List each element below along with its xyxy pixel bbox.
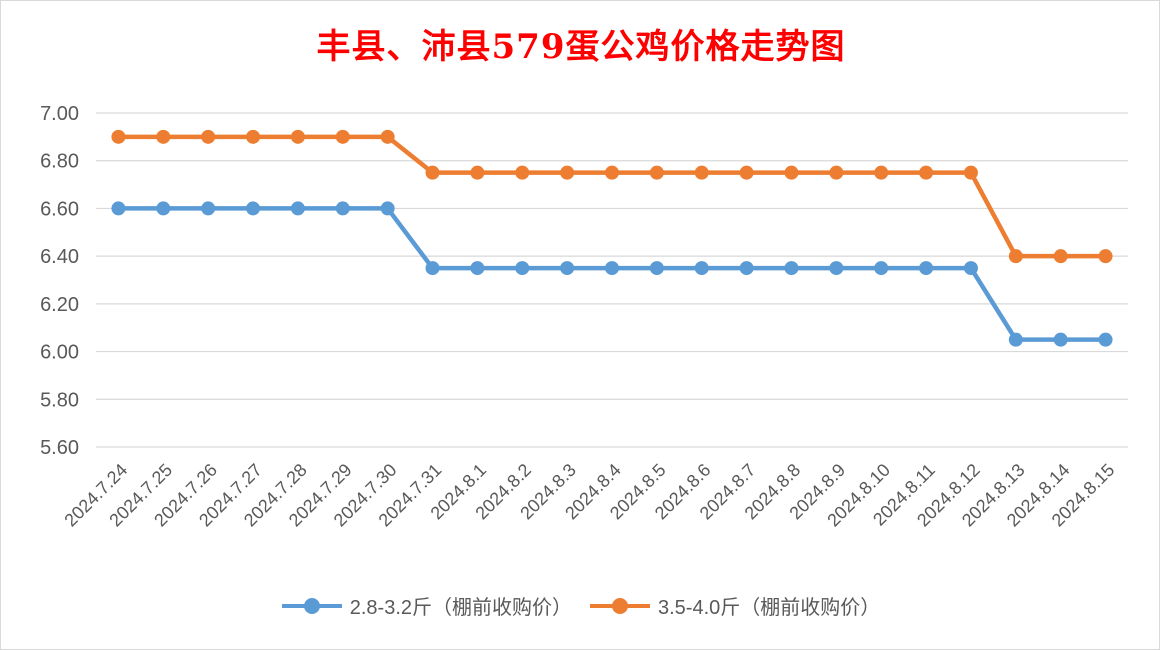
data-point-series-1 bbox=[515, 261, 530, 276]
y-tick-label: 6.00 bbox=[40, 342, 79, 364]
data-point-series-2 bbox=[246, 129, 261, 144]
data-point-series-2 bbox=[156, 129, 171, 144]
data-point-series-2 bbox=[380, 129, 395, 144]
data-point-series-2 bbox=[425, 165, 440, 180]
data-point-series-2 bbox=[1008, 249, 1023, 264]
y-tick-label: 5.80 bbox=[40, 389, 79, 411]
data-point-series-2 bbox=[963, 165, 978, 180]
y-tick-label: 5.60 bbox=[40, 437, 79, 459]
data-point-series-2 bbox=[560, 165, 575, 180]
data-point-series-2 bbox=[1098, 249, 1113, 264]
data-point-series-2 bbox=[739, 165, 754, 180]
data-point-series-1 bbox=[380, 201, 395, 216]
data-point-series-2 bbox=[1053, 249, 1068, 264]
y-tick-label: 6.80 bbox=[40, 151, 79, 173]
data-point-series-1 bbox=[425, 261, 440, 276]
legend-label-series-1: 2.8-3.2斤（棚前收购价） bbox=[349, 597, 572, 619]
data-point-series-2 bbox=[515, 165, 530, 180]
legend-swatch-series-1 bbox=[281, 597, 342, 614]
data-point-series-1 bbox=[739, 261, 754, 276]
series-line-2 bbox=[116, 134, 1108, 259]
data-point-series-2 bbox=[111, 129, 126, 144]
data-point-series-2 bbox=[290, 129, 305, 144]
data-point-series-1 bbox=[784, 261, 799, 276]
data-point-series-1 bbox=[470, 261, 485, 276]
data-point-series-1 bbox=[560, 261, 575, 276]
data-point-series-1 bbox=[919, 261, 934, 276]
chart-title: 丰县、沛县579蛋公鸡价格走势图 bbox=[316, 27, 846, 67]
data-point-series-1 bbox=[874, 261, 889, 276]
data-point-series-2 bbox=[829, 165, 844, 180]
data-point-series-1 bbox=[156, 201, 171, 216]
data-point-series-2 bbox=[470, 165, 485, 180]
y-tick-label: 6.60 bbox=[40, 198, 79, 220]
data-point-series-1 bbox=[1098, 332, 1113, 347]
data-point-series-1 bbox=[335, 201, 350, 216]
data-point-series-2 bbox=[694, 165, 709, 180]
data-point-series-1 bbox=[290, 201, 305, 216]
data-point-series-1 bbox=[111, 201, 126, 216]
legend: 2.8-3.2斤（棚前收购价） 3.5-4.0斤（棚前收购价） bbox=[1, 591, 1160, 620]
data-point-series-2 bbox=[874, 165, 889, 180]
y-tick-label: 7.00 bbox=[40, 103, 79, 125]
data-point-series-1 bbox=[201, 201, 216, 216]
legend-label-series-2: 3.5-4.0斤（棚前收购价） bbox=[658, 597, 881, 619]
data-point-series-2 bbox=[201, 129, 216, 144]
data-point-series-1 bbox=[246, 201, 261, 216]
data-point-series-1 bbox=[649, 261, 664, 276]
data-point-series-2 bbox=[784, 165, 799, 180]
data-point-series-1 bbox=[1053, 332, 1068, 347]
data-point-series-1 bbox=[694, 261, 709, 276]
data-point-series-1 bbox=[829, 261, 844, 276]
data-point-series-2 bbox=[649, 165, 664, 180]
data-point-series-2 bbox=[605, 165, 619, 180]
data-point-series-2 bbox=[335, 129, 350, 144]
legend-item-series-1: 2.8-3.2斤（棚前收购价） bbox=[281, 591, 572, 620]
y-tick-label: 6.20 bbox=[40, 294, 79, 316]
data-point-series-1 bbox=[963, 261, 978, 276]
y-tick-label: 6.40 bbox=[40, 246, 79, 268]
data-point-series-2 bbox=[919, 165, 934, 180]
data-point-series-1 bbox=[605, 261, 619, 276]
legend-item-series-2: 3.5-4.0斤（棚前收购价） bbox=[590, 591, 880, 620]
legend-swatch-series-2 bbox=[590, 597, 650, 614]
data-point-series-1 bbox=[1008, 332, 1023, 347]
